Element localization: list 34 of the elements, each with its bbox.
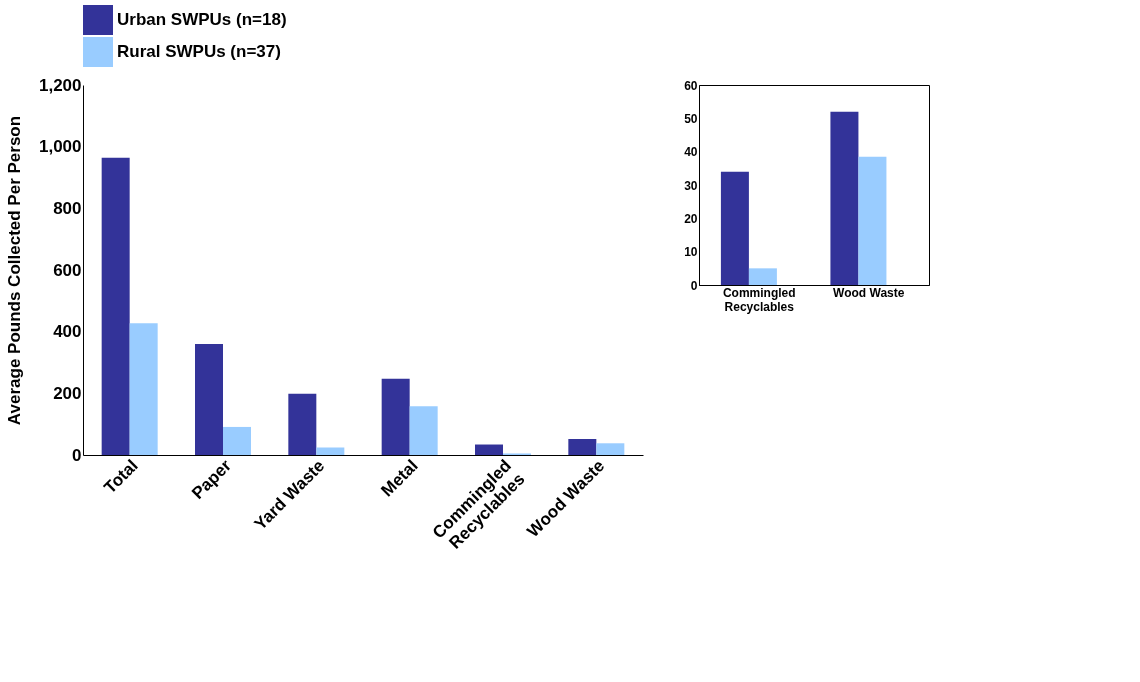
y-tick-label: 20 [684, 211, 698, 226]
y-tick-label: 30 [684, 178, 698, 193]
y-tick-label: 10 [684, 245, 698, 260]
legend-label: Rural SWPUs (n=37) [117, 42, 281, 61]
bar [195, 344, 223, 455]
bar [475, 444, 503, 455]
x-tick-label: Wood Waste [833, 285, 905, 300]
y-tick-label: 400 [53, 322, 82, 342]
y-tick-label: 800 [53, 198, 82, 218]
y-tick-label: 600 [53, 260, 82, 280]
y-tick-label: 1,000 [38, 137, 82, 157]
y-tick-label: 0 [690, 278, 698, 293]
legend-label: Urban SWPUs (n=18) [117, 10, 287, 29]
y-tick-label: 0 [72, 445, 82, 465]
y-tick-label: 40 [684, 145, 698, 160]
bar [568, 438, 597, 455]
bar [101, 157, 130, 455]
x-tick-label: Commingled Recyclables [722, 285, 796, 314]
bar [830, 111, 859, 285]
y-tick-label: 60 [684, 78, 698, 93]
bar [223, 426, 251, 455]
bar [409, 406, 438, 455]
bar [596, 443, 625, 455]
y-tick-label: 200 [53, 383, 82, 403]
bar [748, 268, 777, 285]
bar [316, 447, 345, 455]
y-tick-label: 50 [684, 111, 698, 126]
bar [720, 171, 749, 285]
bar [129, 323, 158, 455]
bar [288, 393, 317, 455]
bar [381, 378, 410, 455]
y-axis-title: Average Pounds Collected Per Person [4, 115, 24, 426]
bar [858, 156, 887, 285]
y-tick-label: 1,200 [38, 75, 82, 95]
